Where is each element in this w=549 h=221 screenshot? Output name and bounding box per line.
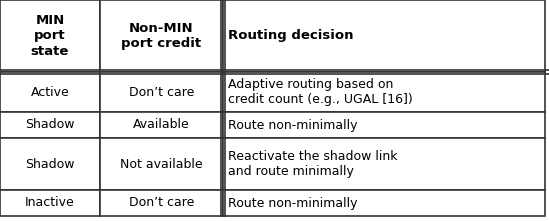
- Bar: [0, 72, 100, 112]
- Bar: [223, 112, 545, 138]
- Text: Route non-minimally: Route non-minimally: [228, 196, 358, 210]
- Bar: [0, 0, 100, 72]
- Bar: [223, 0, 545, 72]
- Text: Inactive: Inactive: [25, 196, 75, 210]
- Bar: [100, 112, 223, 138]
- Bar: [223, 190, 545, 216]
- Bar: [100, 190, 223, 216]
- Text: Don’t care: Don’t care: [129, 86, 194, 99]
- Bar: [223, 138, 545, 190]
- Text: Adaptive routing based on
credit count (e.g., UGAL [16]): Adaptive routing based on credit count (…: [228, 78, 413, 106]
- Bar: [100, 0, 223, 72]
- Text: Non-MIN
port credit: Non-MIN port credit: [121, 22, 201, 50]
- Bar: [100, 72, 223, 112]
- Text: Shadow: Shadow: [25, 158, 75, 170]
- Text: Route non-minimally: Route non-minimally: [228, 118, 358, 131]
- Bar: [0, 190, 100, 216]
- Bar: [223, 72, 545, 112]
- Bar: [0, 112, 100, 138]
- Bar: [0, 138, 100, 190]
- Text: Shadow: Shadow: [25, 118, 75, 131]
- Text: MIN
port
state: MIN port state: [31, 14, 69, 58]
- Text: Not available: Not available: [120, 158, 203, 170]
- Text: Don’t care: Don’t care: [129, 196, 194, 210]
- Text: Active: Active: [31, 86, 69, 99]
- Text: Routing decision: Routing decision: [228, 29, 354, 42]
- Bar: [100, 138, 223, 190]
- Text: Reactivate the shadow link
and route minimally: Reactivate the shadow link and route min…: [228, 150, 398, 178]
- Text: Available: Available: [133, 118, 190, 131]
